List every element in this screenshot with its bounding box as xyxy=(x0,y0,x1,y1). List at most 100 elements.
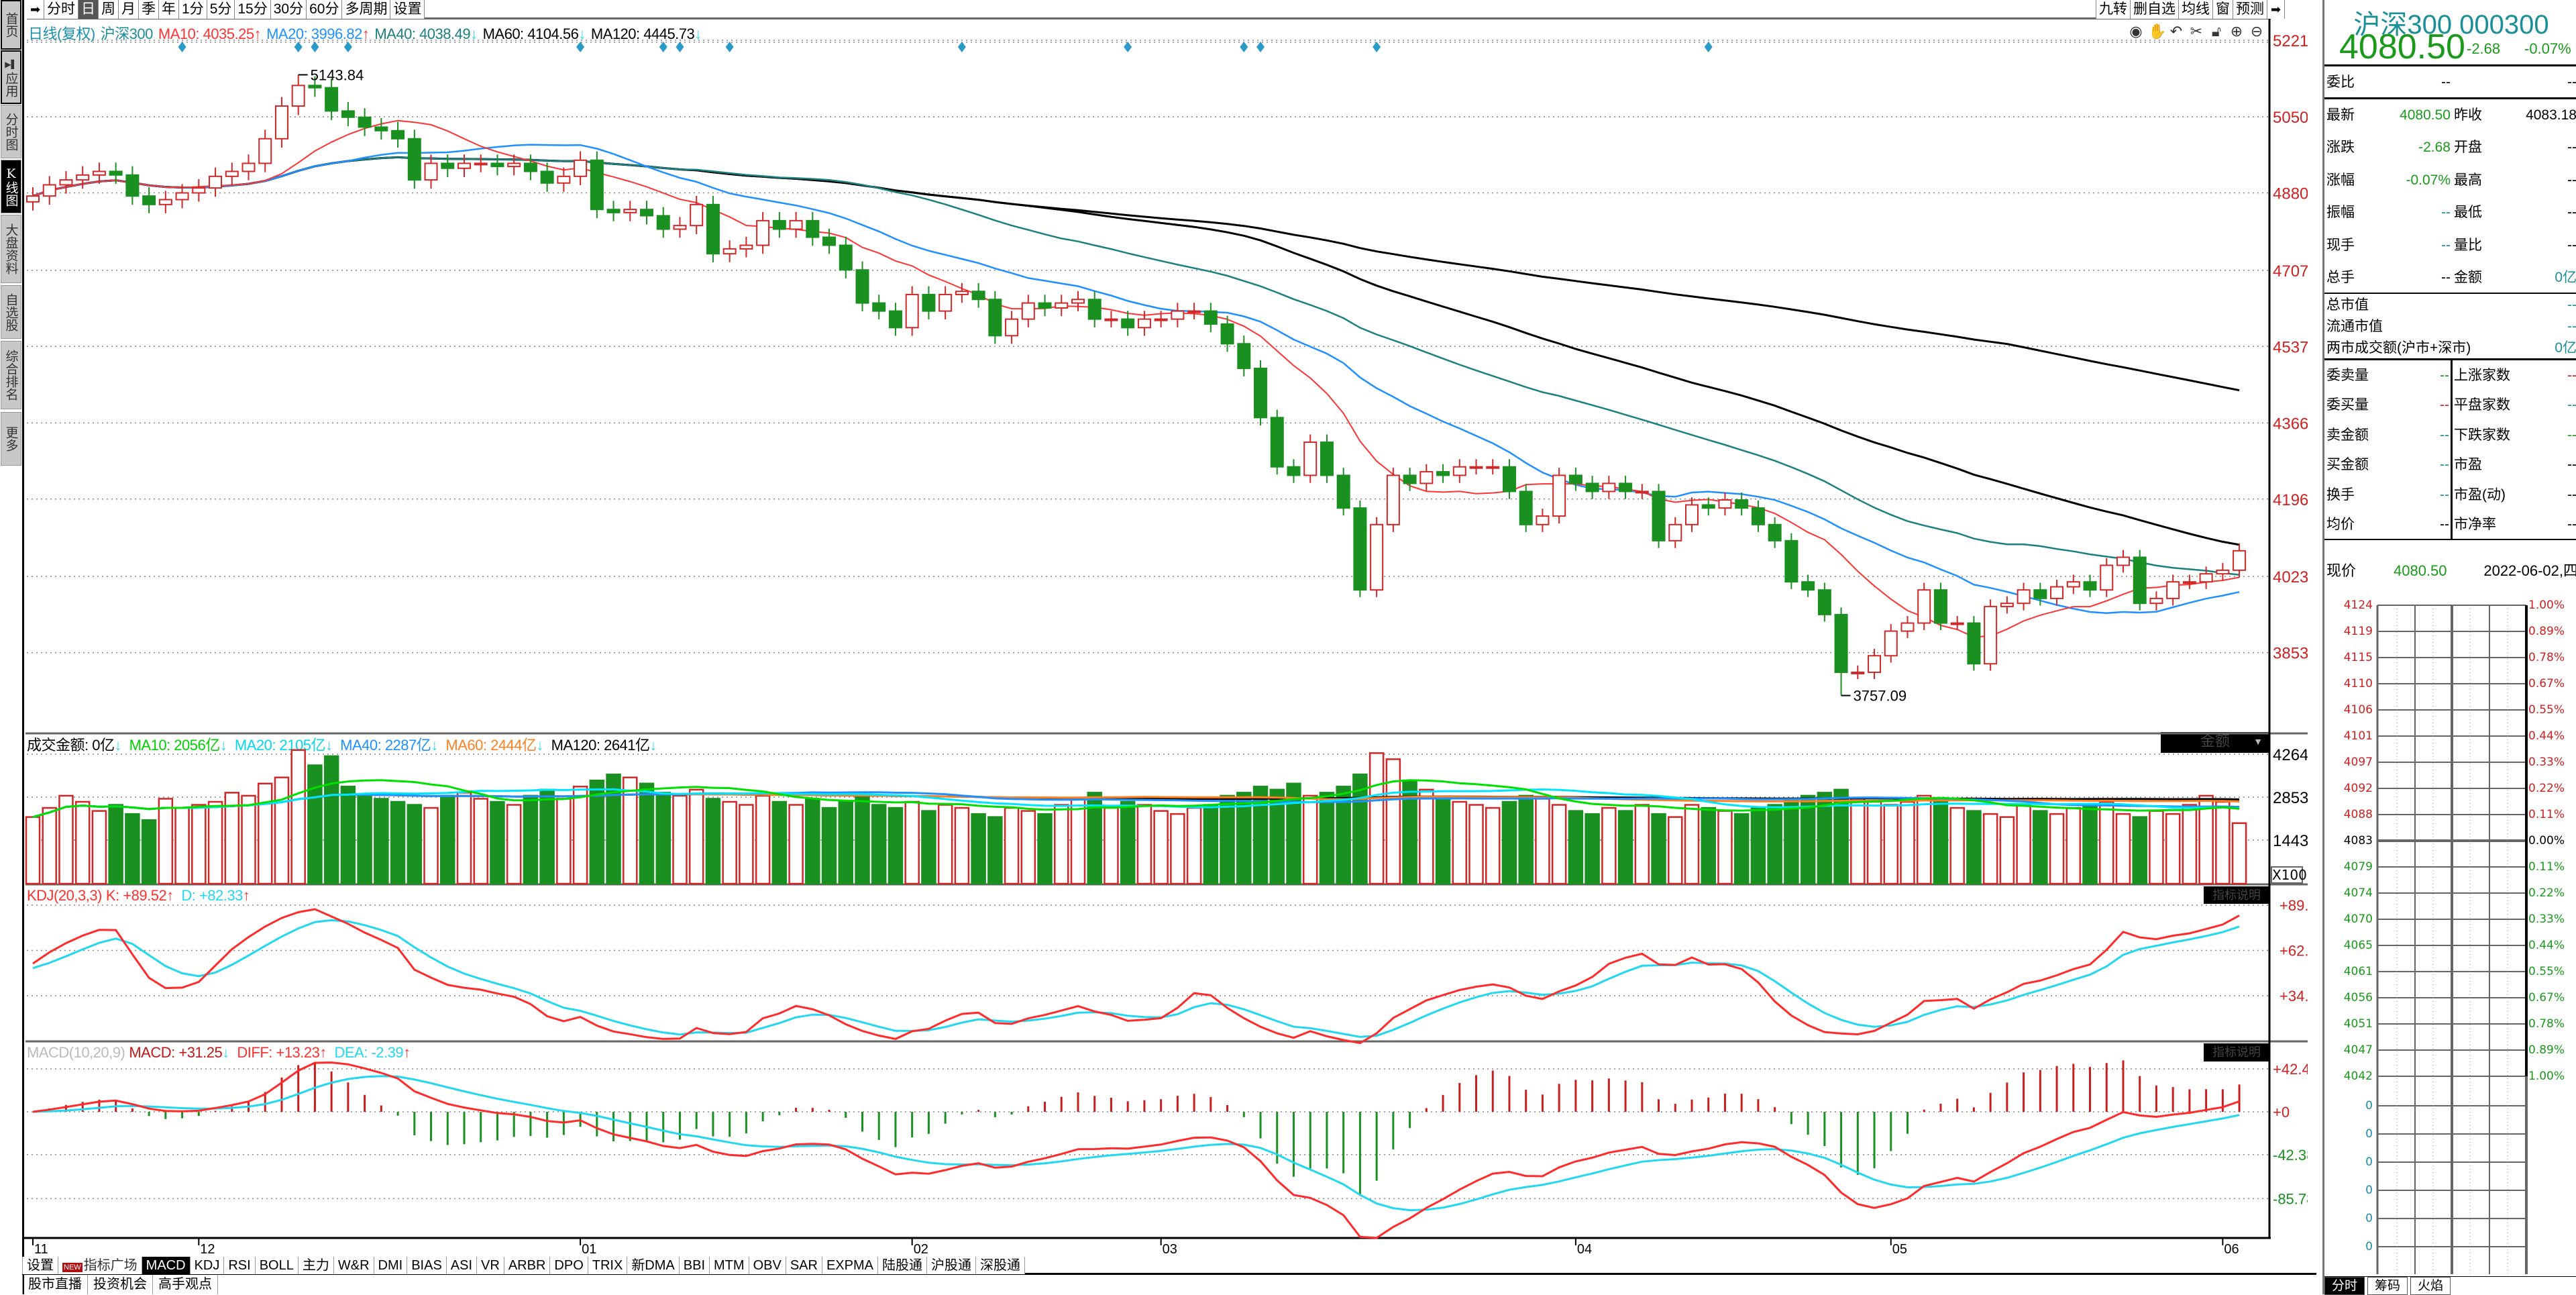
indicator-tab[interactable]: VR xyxy=(477,1257,504,1274)
indicator-tab[interactable]: MACD xyxy=(142,1257,191,1274)
period-60min[interactable]: 60分 xyxy=(307,0,343,19)
sidebar-item-watchlist[interactable]: 自选股 xyxy=(1,285,21,339)
period-day[interactable]: 日 xyxy=(78,0,99,19)
candle-body xyxy=(441,162,455,169)
indicator-plaza-tab[interactable]: NEW 指标广场 xyxy=(58,1257,142,1274)
intraday-mini-chart[interactable] xyxy=(2324,0,2576,1294)
forecast-button[interactable]: 预测 xyxy=(2233,0,2267,19)
candle-body xyxy=(1967,622,1981,665)
volume-bar xyxy=(2049,813,2065,885)
arrow-right-icon[interactable]: ➡ xyxy=(27,0,44,19)
indicator-tab[interactable]: MTM xyxy=(710,1257,749,1274)
collapse-arrow-icon[interactable]: ➡ xyxy=(2267,0,2285,19)
row-label: 买金额 xyxy=(2326,457,2369,472)
volume-type-dropdown[interactable]: 金额 ▼ xyxy=(2161,732,2269,753)
indicator-tab[interactable]: 沪股通 xyxy=(926,1257,976,1274)
indicator-tab[interactable]: RSI xyxy=(224,1257,256,1274)
sidebar-item-market-data[interactable]: 大盘资料 xyxy=(1,215,21,283)
scissors-icon[interactable]: ✂ xyxy=(2190,23,2203,40)
indicator-tab[interactable]: KDJ xyxy=(190,1257,225,1274)
undo-icon[interactable]: ↶ xyxy=(2169,23,2183,40)
period-30min[interactable]: 30分 xyxy=(270,0,307,19)
mini-price-label: 4065 xyxy=(2343,939,2373,952)
indicator-tab[interactable]: 新DMA xyxy=(627,1257,680,1274)
lock-icon[interactable]: 🔓︎ xyxy=(2211,23,2222,40)
eye-icon[interactable]: ◉ xyxy=(2129,23,2143,40)
period-5min[interactable]: 5分 xyxy=(207,0,235,19)
kline-chart[interactable]: 5221 5050 4880 4707 4537 4366 4196 4023 3853 4264… xyxy=(0,0,2308,1255)
zoom-out-icon[interactable]: ⊖ xyxy=(2250,23,2263,40)
tab-intraday[interactable]: 分时 xyxy=(2324,1277,2365,1295)
tab-live[interactable]: 股市直播 xyxy=(22,1275,88,1294)
period-year[interactable]: 年 xyxy=(159,0,179,19)
sidebar-item-apps[interactable]: ▶▌ 应用 xyxy=(1,50,21,104)
play-icon: ▶▌ xyxy=(5,60,17,69)
period-15min[interactable]: 15分 xyxy=(235,0,271,19)
date-axis-label: 02 xyxy=(914,1242,928,1255)
indicator-tab[interactable]: W&R xyxy=(333,1257,374,1274)
volume-ma10-line xyxy=(32,779,2240,819)
window-button[interactable]: 窗 xyxy=(2213,0,2233,19)
period-intraday[interactable]: 分时 xyxy=(44,0,78,19)
indicator-tab[interactable]: DPO xyxy=(550,1257,588,1274)
ma-button[interactable]: 均线 xyxy=(2179,0,2213,19)
breadth-row: 均价 -- 市净率 -- xyxy=(2326,515,2576,535)
vma20-value: MA20: 2105亿 xyxy=(234,737,326,754)
indicator-tab[interactable]: OBV xyxy=(749,1257,786,1274)
sidebar-item-more[interactable]: 更多 xyxy=(1,412,21,466)
mini-volume-label: 0 xyxy=(2365,1127,2373,1141)
candle-body xyxy=(1868,655,1882,673)
volume-bar xyxy=(224,792,240,885)
hand-icon[interactable]: ✋ xyxy=(2148,23,2167,40)
tab-expert-views[interactable]: 高手观点 xyxy=(153,1275,218,1294)
event-marker-icon xyxy=(1373,42,1381,52)
candle-body xyxy=(1568,474,1582,484)
price-axis-label: 5050 xyxy=(2273,109,2308,127)
indicator-tab[interactable]: BBI xyxy=(679,1257,710,1274)
volume-bar xyxy=(755,794,771,885)
indicator-tab[interactable]: 深股通 xyxy=(975,1257,1025,1274)
macd-help-button[interactable]: 指标说明 xyxy=(2204,1043,2269,1061)
kdj-help-button[interactable]: 指标说明 xyxy=(2204,886,2269,904)
period-multi[interactable]: 多周期 xyxy=(342,0,391,19)
candle-body xyxy=(407,138,421,181)
sidebar-label: 应用 xyxy=(3,72,19,97)
indicator-tab[interactable]: 陆股通 xyxy=(877,1257,927,1274)
candle-body xyxy=(855,269,869,304)
tab-opportunities[interactable]: 投资机会 xyxy=(88,1275,153,1294)
volume-bar xyxy=(1419,788,1434,885)
indicator-tab[interactable]: TRIX xyxy=(588,1257,628,1274)
volume-bar xyxy=(1916,794,1932,885)
indicator-tab[interactable]: EXPMA xyxy=(822,1257,878,1274)
zoom-in-icon[interactable]: ⊕ xyxy=(2230,23,2243,40)
period-month[interactable]: 月 xyxy=(119,0,139,19)
sidebar-item-ranking[interactable]: 综合排名 xyxy=(1,341,21,409)
indicator-settings-tab[interactable]: 设置 xyxy=(22,1257,58,1274)
volume-bar xyxy=(1601,807,1617,885)
nine-turn-button[interactable]: 九转 xyxy=(2096,0,2131,19)
period-1min[interactable]: 1分 xyxy=(179,0,207,19)
indicator-tab[interactable]: DMI xyxy=(374,1257,408,1274)
sidebar-item-home[interactable]: 首页 xyxy=(1,0,21,50)
period-week[interactable]: 周 xyxy=(99,0,119,19)
tab-chips[interactable]: 筹码 xyxy=(2367,1277,2408,1295)
remove-watchlist-button[interactable]: 删自选 xyxy=(2131,0,2179,19)
mini-price-label: 4042 xyxy=(2343,1070,2373,1083)
sidebar-item-intraday[interactable]: 分时图 xyxy=(1,105,21,158)
volume-bar xyxy=(274,776,290,885)
tab-flame[interactable]: 火焰 xyxy=(2410,1277,2451,1295)
candle-body xyxy=(76,174,90,181)
indicator-tab[interactable]: 主力 xyxy=(298,1257,334,1274)
indicator-tab[interactable]: ARBR xyxy=(504,1257,551,1274)
indicator-tab[interactable]: ASI xyxy=(446,1257,478,1274)
sidebar-item-kline[interactable]: K线图 xyxy=(1,160,21,213)
indicator-tab[interactable]: BOLL xyxy=(255,1257,299,1274)
indicator-tab[interactable]: SAR xyxy=(786,1257,822,1274)
period-quarter[interactable]: 季 xyxy=(139,0,159,19)
toolbar-settings[interactable]: 设置 xyxy=(390,0,425,19)
indicator-tab[interactable]: BIAS xyxy=(407,1257,447,1274)
volume-bar xyxy=(1949,807,1965,885)
volume-bar xyxy=(954,807,970,885)
candle-body xyxy=(955,291,969,295)
candle-body xyxy=(872,302,886,312)
